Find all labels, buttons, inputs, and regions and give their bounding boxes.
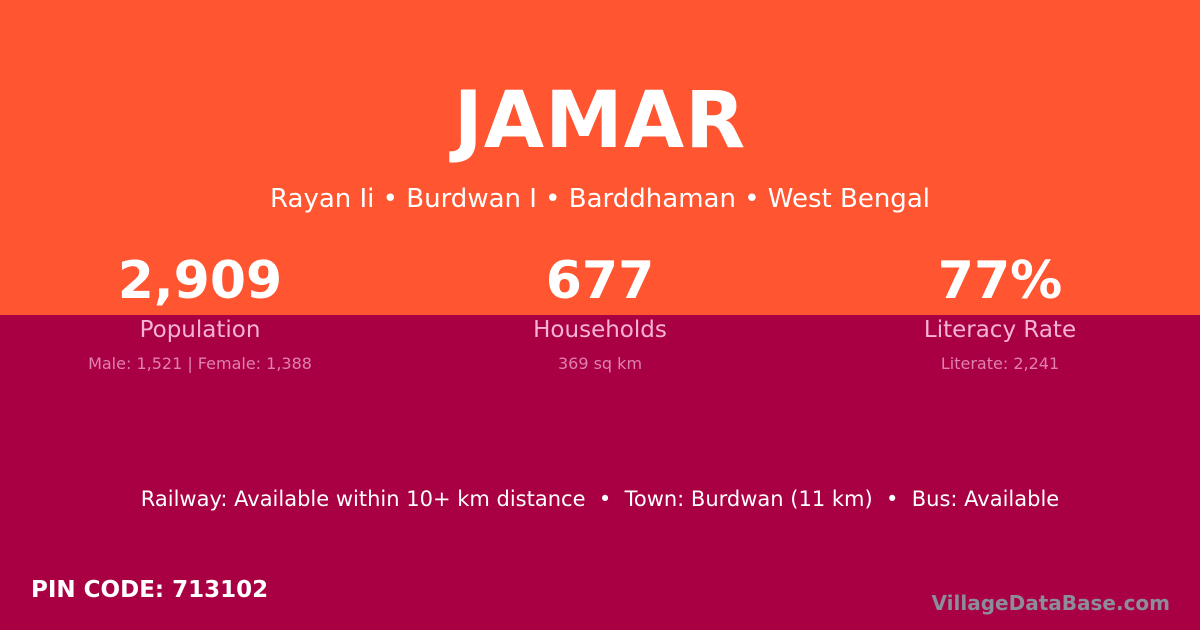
- stat-label: Literacy Rate: [923, 317, 1077, 343]
- stat-detail: Male: 1,521 | Female: 1,388: [88, 354, 312, 373]
- pin-code: PIN CODE: 713102: [31, 577, 269, 603]
- stat-detail: Literate: 2,241: [940, 354, 1060, 373]
- stat-literacy: 77% Literacy Rate Literate: 2,241: [800, 252, 1200, 374]
- connectivity-facts: Railway: Available within 10+ km distanc…: [140, 487, 1060, 511]
- stat-value: 2,909: [117, 251, 283, 311]
- stat-detail: 369 sq km: [557, 354, 643, 373]
- location-breadcrumb: Rayan Ii • Burdwan I • Barddhaman • West…: [270, 184, 930, 214]
- stat-label: Households: [533, 317, 667, 343]
- stat-population: 2,909 Population Male: 1,521 | Female: 1…: [0, 252, 400, 374]
- stat-value: 677: [545, 251, 655, 311]
- stat-households: 677 Households 369 sq km: [400, 252, 800, 374]
- brand-watermark: VillageDataBase.com: [931, 591, 1170, 615]
- village-title: JAMAR: [453, 76, 747, 166]
- stat-value: 77%: [937, 251, 1063, 311]
- body-background: [0, 315, 1200, 630]
- header-background: [0, 0, 1200, 315]
- stat-label: Population: [139, 317, 261, 343]
